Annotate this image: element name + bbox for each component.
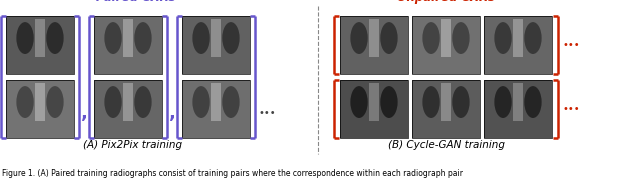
- Text: ,: ,: [81, 104, 88, 122]
- Bar: [412, 80, 480, 138]
- Bar: [6, 80, 74, 138]
- Bar: [123, 83, 134, 121]
- Bar: [513, 19, 524, 57]
- Bar: [513, 83, 524, 121]
- Bar: [484, 16, 552, 74]
- Bar: [123, 19, 134, 57]
- Bar: [94, 16, 162, 74]
- Bar: [340, 16, 408, 74]
- Ellipse shape: [494, 22, 512, 54]
- Ellipse shape: [17, 22, 34, 54]
- Ellipse shape: [380, 22, 397, 54]
- Bar: [440, 83, 451, 121]
- Ellipse shape: [350, 22, 368, 54]
- Text: •••: •••: [563, 40, 580, 50]
- Bar: [412, 16, 480, 74]
- Ellipse shape: [46, 22, 63, 54]
- Text: •••: •••: [563, 104, 580, 114]
- Bar: [182, 16, 250, 74]
- Bar: [484, 80, 552, 138]
- Bar: [369, 83, 380, 121]
- Bar: [340, 80, 408, 138]
- Ellipse shape: [222, 86, 239, 118]
- Bar: [340, 80, 408, 138]
- Bar: [369, 19, 380, 57]
- Bar: [211, 83, 221, 121]
- Bar: [94, 80, 162, 138]
- Bar: [211, 19, 221, 57]
- Bar: [6, 80, 74, 138]
- Ellipse shape: [350, 86, 368, 118]
- Bar: [182, 16, 250, 74]
- Text: (B) Cycle-GAN training: (B) Cycle-GAN training: [387, 140, 504, 150]
- Text: Unpaired CXRs: Unpaired CXRs: [397, 0, 495, 4]
- Ellipse shape: [452, 86, 470, 118]
- Ellipse shape: [104, 86, 122, 118]
- Text: •••: •••: [258, 108, 276, 118]
- Bar: [94, 80, 162, 138]
- Ellipse shape: [524, 86, 541, 118]
- Ellipse shape: [46, 86, 63, 118]
- Ellipse shape: [422, 22, 440, 54]
- Bar: [182, 80, 250, 138]
- Ellipse shape: [222, 22, 239, 54]
- Text: Paired CXRs: Paired CXRs: [96, 0, 176, 4]
- Ellipse shape: [452, 22, 470, 54]
- Ellipse shape: [193, 22, 210, 54]
- Text: ,: ,: [168, 104, 175, 122]
- Bar: [182, 80, 250, 138]
- Bar: [35, 19, 45, 57]
- Ellipse shape: [193, 86, 210, 118]
- Bar: [340, 16, 408, 74]
- Text: Figure 1. (A) Paired training radiographs consist of training pairs where the co: Figure 1. (A) Paired training radiograph…: [2, 169, 463, 178]
- Ellipse shape: [104, 22, 122, 54]
- Bar: [440, 19, 451, 57]
- Ellipse shape: [380, 86, 397, 118]
- Ellipse shape: [422, 86, 440, 118]
- Bar: [412, 80, 480, 138]
- Bar: [94, 16, 162, 74]
- Bar: [412, 16, 480, 74]
- Ellipse shape: [134, 22, 152, 54]
- Ellipse shape: [134, 86, 152, 118]
- Ellipse shape: [524, 22, 541, 54]
- Bar: [6, 16, 74, 74]
- Bar: [35, 83, 45, 121]
- Text: (A) Pix2Pix training: (A) Pix2Pix training: [83, 140, 182, 150]
- Ellipse shape: [494, 86, 512, 118]
- Ellipse shape: [17, 86, 34, 118]
- Bar: [6, 16, 74, 74]
- Bar: [484, 80, 552, 138]
- Bar: [484, 16, 552, 74]
